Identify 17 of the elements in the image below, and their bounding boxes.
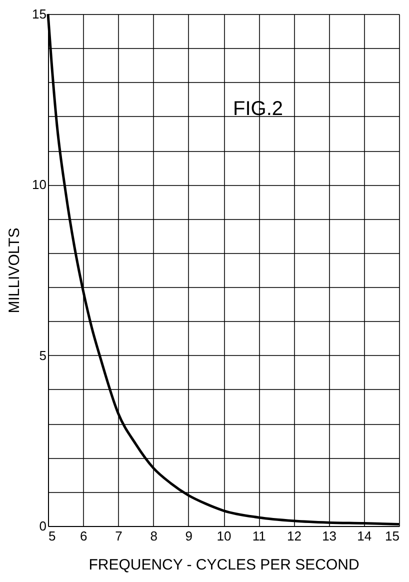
x-tick-label: 7 [115, 528, 122, 544]
x-axis-title: FREQUENCY - CYCLES PER SECOND [88, 556, 360, 574]
y-tick-label: 15 [32, 6, 46, 22]
x-tick-label: 10 [216, 528, 232, 544]
x-tick-label: 6 [80, 528, 88, 544]
x-tick-label: 9 [185, 528, 193, 544]
x-tick-label: 13 [322, 528, 337, 544]
y-axis-title: MILLIVOLTS [6, 228, 24, 314]
x-tick-label: 11 [252, 528, 266, 544]
x-tick-label: 12 [286, 528, 302, 544]
y-tick-label: 10 [32, 177, 46, 192]
y-tick-label: 0 [39, 518, 46, 534]
x-tick-label: 5 [48, 528, 56, 544]
y-tick-label: 5 [39, 348, 46, 363]
x-tick-label: 15 [385, 528, 400, 544]
x-tick-label: 14 [357, 528, 372, 544]
x-tick-label: 8 [150, 528, 158, 544]
